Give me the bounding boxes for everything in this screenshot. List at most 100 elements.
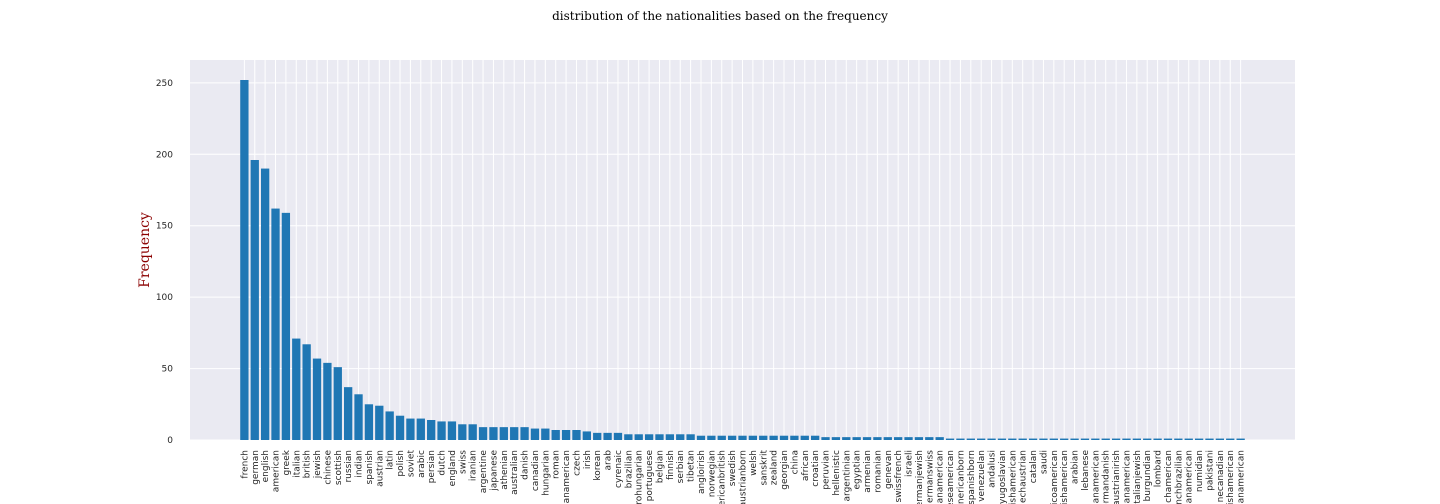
x-tick-label: portuguese xyxy=(645,450,655,502)
bar xyxy=(1080,438,1090,440)
bar xyxy=(458,424,467,440)
bar xyxy=(1049,438,1058,440)
bar xyxy=(696,435,706,440)
x-tick-label: anamerican xyxy=(562,450,572,503)
x-tick-label: norwegian xyxy=(707,450,717,497)
x-tick-label: nchbrazilian xyxy=(1174,450,1184,504)
bar xyxy=(727,435,737,440)
bar xyxy=(862,437,872,440)
bar xyxy=(375,405,384,440)
bar xyxy=(281,212,291,440)
x-tick-label: venezuelan xyxy=(977,450,987,502)
x-tick-label: indian xyxy=(355,450,365,478)
x-tick-label: genevan xyxy=(884,450,894,489)
x-tick-label: czech xyxy=(572,450,582,476)
bar xyxy=(624,434,633,440)
x-tick-label: english xyxy=(261,450,271,482)
y-tick-label: 0 xyxy=(167,436,173,446)
bar xyxy=(738,435,747,440)
bar xyxy=(1163,438,1173,440)
marks xyxy=(240,80,1245,441)
bar xyxy=(530,428,540,440)
x-tick-label: lombard xyxy=(1154,450,1164,487)
x-tick-label: dutch xyxy=(438,450,448,476)
x-tick-label: ormandanish xyxy=(1102,450,1112,504)
bar xyxy=(1143,438,1152,440)
x-tick-label: korean xyxy=(593,450,603,481)
bar xyxy=(1215,438,1225,440)
chart-title: distribution of the nationalities based … xyxy=(552,9,888,23)
bar xyxy=(914,437,924,440)
bar xyxy=(1236,438,1245,440)
x-tick-label: greek xyxy=(282,449,292,475)
x-tick-label: persian xyxy=(427,450,437,483)
bar xyxy=(541,428,550,440)
bar xyxy=(1205,438,1214,440)
x-tick-label: austrianirish xyxy=(1112,450,1122,504)
x-tick-label: angloirish xyxy=(697,450,707,494)
x-tick-label: swissfrench xyxy=(894,450,904,503)
x-tick-label: ericanbritish xyxy=(718,450,728,504)
x-tick-label: ishamerican xyxy=(1226,450,1236,504)
bar xyxy=(468,424,477,440)
bar xyxy=(977,438,986,440)
bar xyxy=(1153,438,1162,440)
bar xyxy=(1184,438,1193,440)
bar xyxy=(759,435,768,440)
bar xyxy=(997,438,1007,440)
x-tick-label: cyrenaic xyxy=(614,450,624,488)
x-tick-label: ianamerican xyxy=(1122,450,1132,504)
bar xyxy=(717,435,726,440)
bar xyxy=(520,427,529,440)
bar xyxy=(1122,438,1131,440)
bar xyxy=(707,435,716,440)
x-tick-label: italianjewish xyxy=(1133,450,1143,504)
bar xyxy=(966,438,975,440)
x-tick-label: armenian xyxy=(863,450,873,493)
bar xyxy=(956,438,965,440)
x-tick-label: croatian xyxy=(811,450,821,487)
x-tick-label: arabic xyxy=(417,450,427,478)
bar xyxy=(831,437,841,440)
bar xyxy=(1101,438,1110,440)
bar xyxy=(665,434,675,440)
x-tick-label: ermanjewish xyxy=(915,450,925,504)
x-tick-label: irish xyxy=(583,450,593,469)
bar xyxy=(987,438,996,440)
x-tick-label: latin xyxy=(386,450,396,470)
bar xyxy=(1091,438,1100,440)
x-tick-label: arab xyxy=(604,450,614,471)
x-tick-label: georgian xyxy=(780,450,790,490)
bar xyxy=(800,435,809,440)
bar xyxy=(883,437,892,440)
bar xyxy=(686,434,695,440)
bar xyxy=(1194,438,1204,440)
bar xyxy=(1060,438,1069,440)
x-tick-label: athenian xyxy=(500,450,510,490)
y-tick-label: 50 xyxy=(162,365,174,375)
bar xyxy=(935,437,944,440)
bar xyxy=(873,437,882,440)
bar xyxy=(416,418,425,440)
bar xyxy=(385,411,394,440)
x-tick-label: ishamerican xyxy=(1060,450,1070,504)
y-axis-label: Frequency xyxy=(137,212,153,288)
bar xyxy=(1070,438,1079,440)
bar xyxy=(1174,438,1183,440)
x-tick-label: soviet xyxy=(406,450,416,478)
x-tick-label: sanskrit xyxy=(759,450,769,486)
x-tick-label: zealand xyxy=(770,450,780,485)
bar xyxy=(779,435,789,440)
bar xyxy=(364,404,374,440)
x-tick-label: chinese xyxy=(323,450,333,485)
bar xyxy=(240,80,249,440)
x-tick-label: austrian xyxy=(375,450,385,487)
x-tick-label: welsh xyxy=(749,450,759,476)
x-tick-label: chamerican xyxy=(1164,450,1174,503)
bar xyxy=(790,435,799,440)
bar xyxy=(499,427,508,440)
bar xyxy=(1008,438,1017,440)
bar xyxy=(634,434,643,440)
x-tick-label: saudi xyxy=(1039,450,1049,474)
